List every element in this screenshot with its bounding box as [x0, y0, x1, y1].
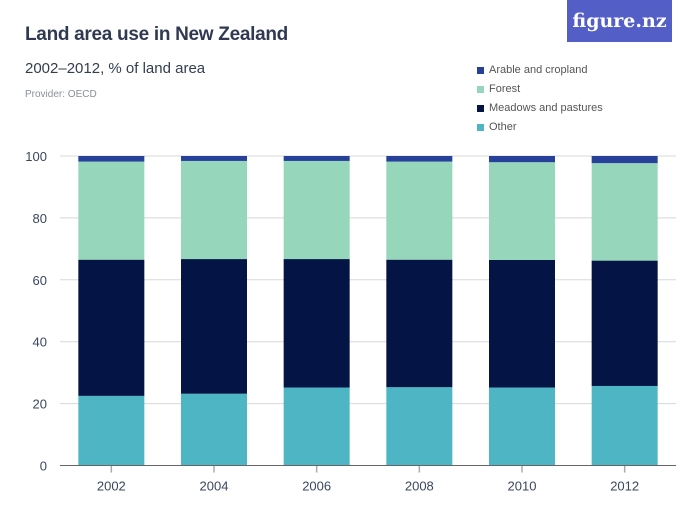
y-tick-label: 60 [33, 273, 47, 288]
x-tick-label: 2002 [97, 479, 126, 494]
x-tick-label: 2006 [302, 479, 331, 494]
x-tick-label: 2012 [610, 479, 639, 494]
bar-segment [283, 387, 350, 466]
bar-segment [181, 160, 247, 260]
bar-segment [591, 260, 658, 386]
bar-segment [386, 387, 453, 466]
bar-segment [386, 259, 453, 388]
bar-segment [591, 385, 658, 466]
legend-label: Meadows and pastures [489, 102, 603, 114]
x-tick-label: 2008 [405, 479, 434, 494]
bar-segment [591, 163, 658, 261]
bar-segment [181, 156, 247, 161]
bar-segment [591, 156, 658, 164]
y-tick-label: 20 [33, 397, 47, 412]
bar-segment [386, 161, 453, 260]
bar-segment [283, 259, 350, 388]
bar-segment [283, 156, 350, 161]
provider-label: Provider: OECD [25, 89, 97, 100]
y-tick-label: 80 [33, 211, 47, 226]
bar-segment [489, 162, 555, 260]
figure-nz-logo[interactable]: figure.nz [567, 0, 672, 42]
bar-segment [181, 393, 247, 466]
chart-subtitle: 2002–2012, % of land area [25, 60, 206, 77]
bar-segment [78, 395, 145, 466]
legend-label: Arable and cropland [489, 64, 588, 76]
legend-swatch [477, 123, 484, 131]
y-tick-label: 40 [33, 335, 47, 350]
chart-title: Land area use in New Zealand [25, 24, 288, 45]
bar-segment [78, 156, 145, 162]
bar-segment [489, 387, 555, 466]
y-tick-label: 0 [40, 459, 47, 474]
x-tick-label: 2010 [508, 479, 537, 494]
bar-segment [386, 156, 453, 162]
x-tick-label: 2004 [200, 479, 229, 494]
legend-label: Other [489, 121, 517, 133]
legend-item-arable: Arable and cropland [477, 64, 587, 76]
legend-item-meadows: Meadows and pastures [477, 102, 603, 114]
y-tick-label: 100 [25, 149, 47, 164]
legend-label: Forest [489, 83, 521, 95]
bar-segment [78, 259, 145, 396]
legend-swatch [477, 66, 484, 74]
bar-segment [78, 161, 145, 260]
legend-swatch [477, 85, 484, 93]
legend-item-other: Other [477, 121, 517, 133]
bar-segment [283, 160, 350, 260]
legend-item-forest: Forest [477, 83, 520, 95]
bar-segment [489, 156, 555, 163]
bar-segment [489, 259, 555, 388]
bar-segment [181, 259, 247, 394]
legend-swatch [477, 104, 484, 112]
